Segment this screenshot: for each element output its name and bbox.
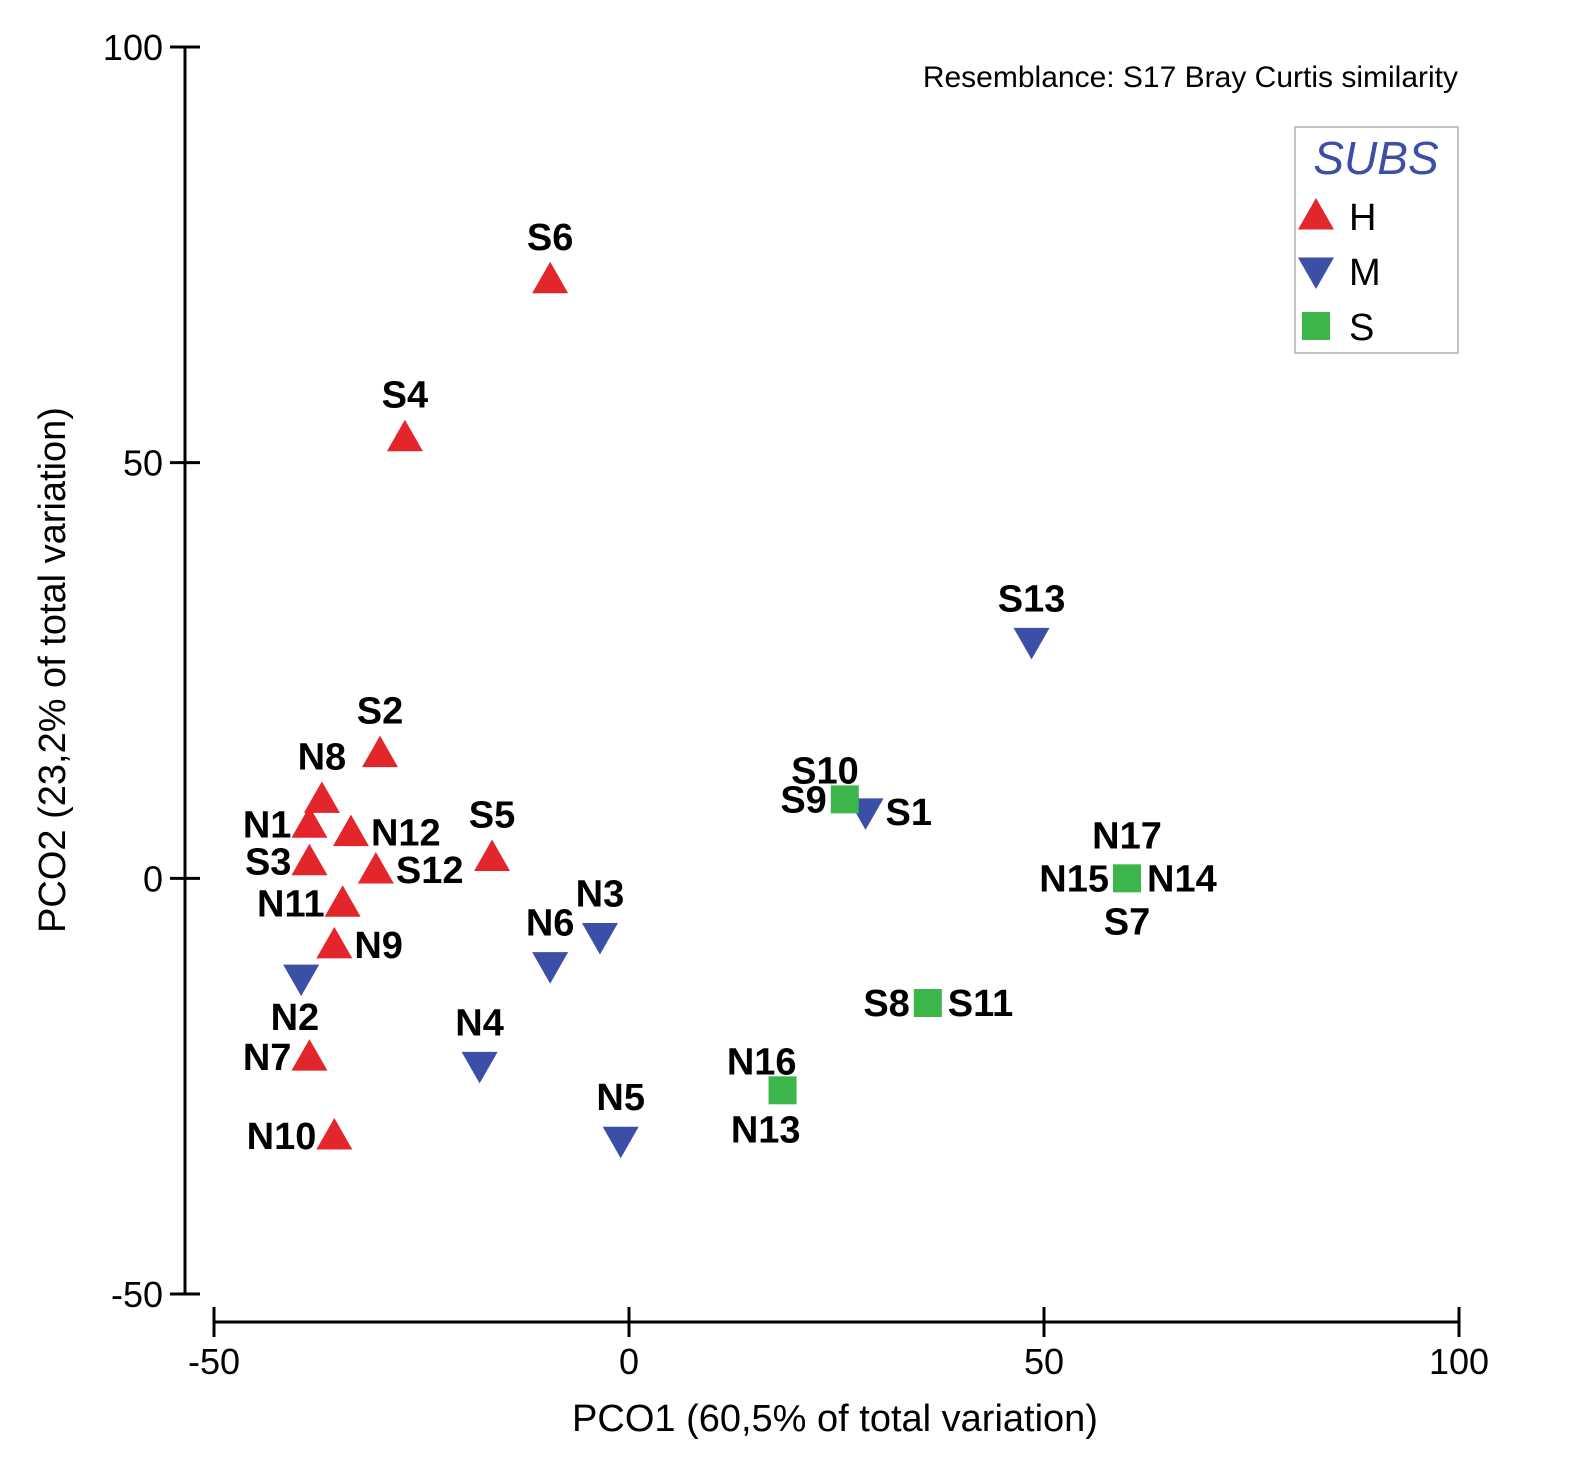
point-label-s6: S6 [527, 217, 573, 259]
legend-label-s: S [1349, 307, 1374, 349]
point-label-s13: S13 [998, 578, 1066, 620]
legend: SUBS HMS [1294, 126, 1459, 354]
data-point-s3 [291, 843, 328, 876]
point-label-n3: N3 [576, 874, 625, 916]
x-tick-label: 100 [1429, 1341, 1489, 1382]
y-tick-label: 0 [143, 858, 163, 899]
point-label-s10: S10 [791, 750, 859, 792]
data-point-n5 [602, 1126, 639, 1159]
y-tick-label: 50 [123, 443, 163, 484]
point-label-n5: N5 [596, 1077, 645, 1119]
data-point-n8 [303, 781, 340, 813]
point-label-s9: S9 [780, 779, 826, 821]
data-point-n17 [1113, 864, 1141, 893]
data-point-s10 [830, 785, 859, 814]
y-axis-title: PCO2 (23,2% of total variation) [32, 407, 74, 933]
point-label-n17: N17 [1092, 815, 1162, 857]
point-label-s12: S12 [396, 850, 464, 892]
y-tick-label: 100 [103, 27, 163, 68]
point-label-s3: S3 [245, 842, 291, 884]
point-label-n1: N1 [243, 804, 292, 846]
data-point-n1 [291, 806, 328, 838]
axes: -50 0 50 100 -50 0 50 100 [103, 27, 1489, 1382]
legend-label-h: H [1349, 197, 1376, 239]
point-label-n13: N13 [731, 1109, 801, 1151]
legend-marker-h [1298, 198, 1334, 230]
point-label-n2: N2 [271, 997, 320, 1039]
point-label-s7: S7 [1104, 901, 1150, 943]
data-point-s2 [362, 735, 398, 768]
point-label-s1: S1 [886, 792, 932, 834]
data-point-s8 [913, 989, 942, 1018]
data-point-n6 [532, 952, 569, 984]
point-label-n9: N9 [354, 925, 403, 967]
x-tick-label: -50 [188, 1341, 240, 1382]
data-point-n3 [581, 923, 618, 955]
x-axis-title: PCO1 (60,5% of total variation) [572, 1398, 1098, 1440]
point-label-n6: N6 [526, 903, 575, 945]
point-label-s11: S11 [948, 983, 1014, 1025]
data-point-n16 [768, 1076, 797, 1105]
resemblance-annotation: Resemblance: S17 Bray Curtis similarity [923, 61, 1458, 94]
point-label-n11: N11 [257, 883, 325, 925]
point-label-s5: S5 [469, 795, 515, 837]
point-label-n14: N14 [1147, 858, 1217, 900]
data-point-s12 [357, 852, 394, 884]
data-point-s6 [532, 261, 569, 294]
point-label-n7: N7 [243, 1037, 292, 1079]
data-point-s13 [1013, 627, 1050, 660]
data-point-n11 [324, 885, 361, 917]
y-tick-label: -50 [111, 1274, 163, 1315]
data-point-s4 [386, 419, 423, 452]
data-point-n7 [291, 1039, 328, 1071]
point-label-n12: N12 [371, 813, 441, 855]
data-point-n2 [283, 964, 320, 997]
legend-entries: HMS [1298, 197, 1381, 349]
legend-marker-s [1302, 312, 1330, 340]
point-label-n8: N8 [298, 736, 347, 778]
legend-title: SUBS [1313, 132, 1439, 184]
data-point-s5 [474, 839, 511, 872]
data-points [283, 261, 1141, 1159]
point-label-s2: S2 [357, 691, 403, 733]
data-point-n9 [316, 926, 353, 959]
point-label-s8: S8 [863, 983, 909, 1025]
legend-marker-m [1298, 257, 1334, 289]
data-point-n4 [461, 1051, 498, 1084]
x-tick-label: 50 [1024, 1341, 1064, 1382]
point-label-n10: N10 [247, 1116, 317, 1158]
point-label-n15: N15 [1039, 858, 1109, 900]
data-point-n10 [316, 1118, 353, 1150]
point-label-n16: N16 [727, 1041, 797, 1083]
data-point-n12 [332, 814, 369, 847]
legend-label-m: M [1349, 252, 1381, 294]
point-label-n4: N4 [455, 1002, 504, 1044]
point-label-s4: S4 [382, 375, 428, 417]
x-tick-label: 0 [619, 1341, 639, 1382]
